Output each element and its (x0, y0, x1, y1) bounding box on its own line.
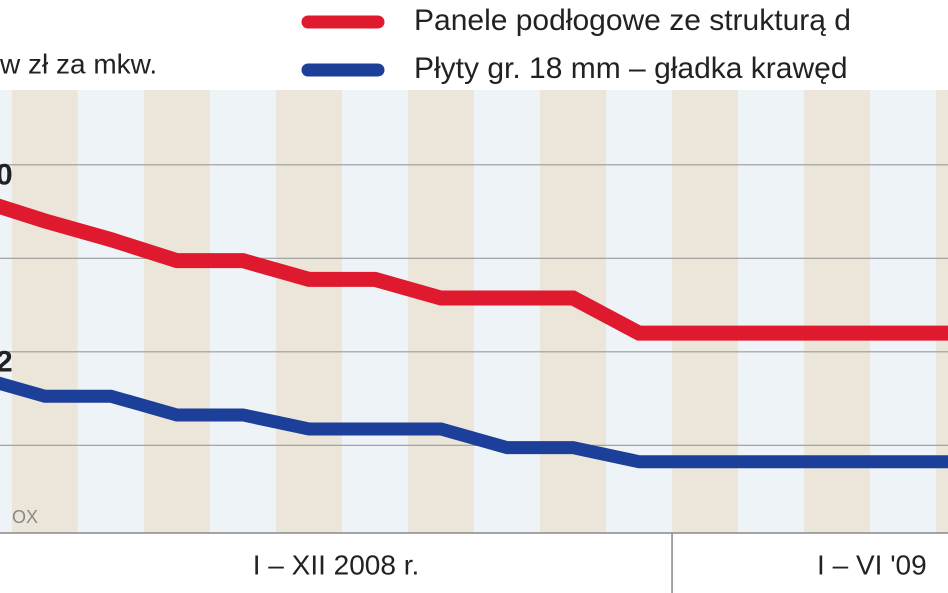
column-stripe (341, 90, 408, 533)
series-line (0, 376, 948, 469)
legend-label: Panele podłogowe ze strukturą d (414, 4, 851, 37)
column-stripe (143, 90, 210, 533)
y-tick-label: 2 (0, 346, 13, 379)
column-stripe (11, 90, 78, 533)
unit-label: w zł za mkw. (0, 48, 157, 79)
y-tick-label: 0 (0, 159, 13, 192)
column-stripe (209, 90, 276, 533)
source: OX (12, 507, 38, 527)
column-stripe (474, 90, 541, 533)
period-label: I – VI '09 (817, 549, 927, 580)
background (0, 90, 948, 533)
legend-label: Płyty gr. 18 mm – gładka krawęd (414, 52, 848, 85)
series-line (0, 198, 948, 341)
column-stripe (0, 90, 12, 533)
column-stripe (407, 90, 474, 533)
column-stripe (936, 90, 948, 533)
column-stripe (275, 90, 342, 533)
period-label: I – XII 2008 r. (253, 549, 420, 580)
column-stripe (77, 90, 144, 533)
